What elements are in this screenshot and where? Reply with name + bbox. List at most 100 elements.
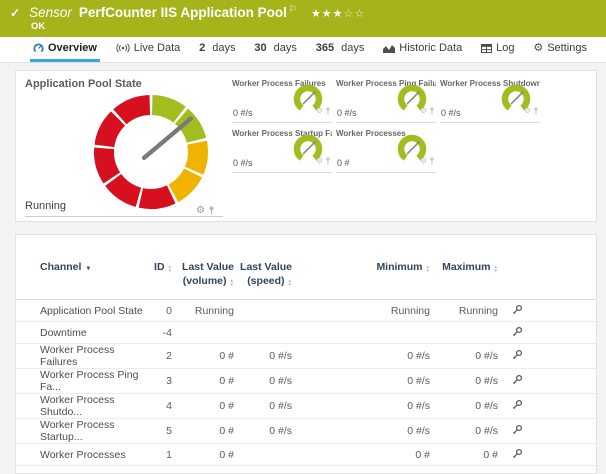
value-cell: 3 [166, 375, 172, 388]
value-cell: 0 #/s [407, 350, 430, 363]
table-header-row: Channel ▼ ID ▲ ▼ Last Value (volume) ▲ ▼ Last… [16, 235, 596, 300]
row-actions-cell [498, 322, 596, 344]
tab-settings[interactable]: ⚙ Settings [530, 37, 590, 62]
row-actions-cell [498, 300, 596, 322]
value-cell: 2 [166, 350, 172, 363]
value-cell: 0 #/s [269, 400, 292, 413]
gear-icon[interactable]: ⚙ [523, 106, 531, 115]
sort-icon: ▲ ▼ [493, 264, 498, 273]
row-actions-cell [498, 444, 596, 466]
tab-label: days [212, 42, 236, 54]
pin-icon[interactable] [533, 102, 539, 120]
column-header-actions [498, 235, 596, 300]
table-row: Downtime -4 [16, 322, 596, 344]
tab-365-days[interactable]: 365 days [313, 37, 368, 62]
value-cell: 0 # [219, 425, 234, 438]
value-cell [292, 322, 430, 344]
tile-value: 0 #/s [337, 108, 357, 118]
tab-label-strong: 30 [254, 42, 267, 54]
row-actions-cell [498, 419, 596, 444]
value-cell: 5 [166, 425, 172, 438]
value-cell: 0 #/s [475, 400, 498, 413]
channel-settings-wrench-icon[interactable] [512, 399, 523, 413]
column-header-minimum[interactable]: Minimum ▲ ▼ [376, 261, 430, 273]
channel-settings-wrench-icon[interactable] [512, 448, 523, 462]
channel-settings-wrench-icon[interactable] [512, 326, 523, 340]
gauge-needle [406, 91, 420, 105]
pin-icon[interactable] [208, 202, 215, 220]
tab-label: Historic Data [399, 42, 463, 54]
value-cell [234, 322, 292, 344]
tab-overview[interactable]: Overview [30, 37, 100, 62]
tile-title: Worker Process Ping Failures [336, 79, 436, 88]
value-cell: Running [458, 304, 498, 317]
value-cell: 0 # [219, 400, 234, 413]
table-row: Worker Process Ping Fa... 3 0 # 0 #/s 0 #/s 0… [16, 369, 596, 394]
flag-icon[interactable]: ⚐ [288, 4, 297, 14]
channel-settings-wrench-icon[interactable] [512, 374, 523, 388]
gauge-status-label: Running [25, 200, 66, 212]
column-header-id[interactable]: ID ▲ ▼ [154, 261, 172, 273]
value-cell: 0 #/s [475, 375, 498, 388]
value-cell [234, 300, 292, 322]
value-cell: 0 # [219, 350, 234, 363]
gear-icon: ⚙ [533, 41, 544, 54]
channel-name-cell: Worker Process Shutdo... [40, 394, 115, 419]
tab-historic-data[interactable]: Historic Data [380, 37, 465, 62]
gear-icon[interactable]: ⚙ [419, 156, 427, 165]
column-header-channel[interactable]: Channel ▼ [40, 261, 92, 273]
gear-icon[interactable]: ⚙ [315, 106, 323, 115]
channel-settings-wrench-icon[interactable] [512, 304, 523, 318]
tab-label: Live Data [133, 42, 181, 54]
gauge-tile: Worker Process Failures 0 #/s ⚙ [232, 77, 332, 123]
value-cell: 0 #/s [407, 375, 430, 388]
tab-label: days [273, 42, 297, 54]
gear-icon[interactable]: ⚙ [419, 106, 427, 115]
gear-icon[interactable]: ⚙ [315, 156, 323, 165]
value-cell: 0 #/s [269, 350, 292, 363]
tab-label-strong: 365 [315, 42, 335, 54]
column-header-last-value-volume[interactable]: Last Value (volume) ▲ ▼ [182, 261, 234, 287]
table-row: Worker Process Shutdo... 4 0 # 0 #/s 0 #/s 0 … [16, 394, 596, 419]
sort-icon: ▲ ▼ [229, 277, 234, 287]
channel-settings-wrench-icon[interactable] [512, 349, 523, 363]
value-cell: 0 # [483, 448, 498, 461]
gear-icon[interactable]: ⚙ [196, 205, 205, 216]
tile-value: 0 #/s [441, 108, 461, 118]
pin-icon[interactable] [325, 102, 331, 120]
value-cell: -4 [162, 326, 172, 339]
gauge-icon [33, 42, 44, 54]
channel-name-cell: Worker Process Ping Fa... [40, 369, 139, 394]
pin-icon[interactable] [429, 102, 435, 120]
channel-name-cell: Worker Processes [40, 448, 126, 461]
table-row: Application Pool State 0 Running Running Run… [16, 300, 596, 322]
tab-log[interactable]: Log [478, 37, 517, 62]
sort-desc-icon: ▼ [85, 266, 92, 272]
tab-2-days[interactable]: 2 days [196, 37, 238, 62]
tab-label: Log [496, 42, 515, 54]
sensor-title: PerfCounter IIS Application Pool [78, 5, 287, 20]
gauge-needle [302, 141, 316, 155]
pin-icon[interactable] [429, 152, 435, 170]
tab-label: Overview [48, 42, 97, 54]
column-header-maximum[interactable]: Maximum ▲ ▼ [442, 261, 498, 273]
mini-gauge [293, 134, 323, 161]
channel-name-cell: Worker Process Failures [40, 344, 115, 369]
row-actions-cell [498, 369, 596, 394]
row-actions-cell [498, 394, 596, 419]
gauge-needle [141, 116, 194, 160]
mini-gauge [397, 134, 427, 161]
pin-icon[interactable] [325, 152, 331, 170]
application-pool-state-gauge [94, 95, 208, 209]
tab-live-data[interactable]: Live Data [113, 37, 183, 62]
value-cell: 0 # [219, 448, 234, 461]
channel-name-cell: Worker Process Startup... [40, 419, 115, 444]
tile-value: 0 #/s [233, 158, 253, 168]
tab-30-days[interactable]: 30 days [251, 37, 300, 62]
value-cell: Running [390, 304, 430, 317]
gauge-needle [510, 91, 524, 105]
priority-stars[interactable]: ★★★☆☆ [310, 8, 366, 20]
channel-settings-wrench-icon[interactable] [512, 424, 523, 438]
tab-label: days [341, 42, 365, 54]
column-header-last-value-speed[interactable]: Last Value (speed) ▲ ▼ [240, 261, 292, 287]
